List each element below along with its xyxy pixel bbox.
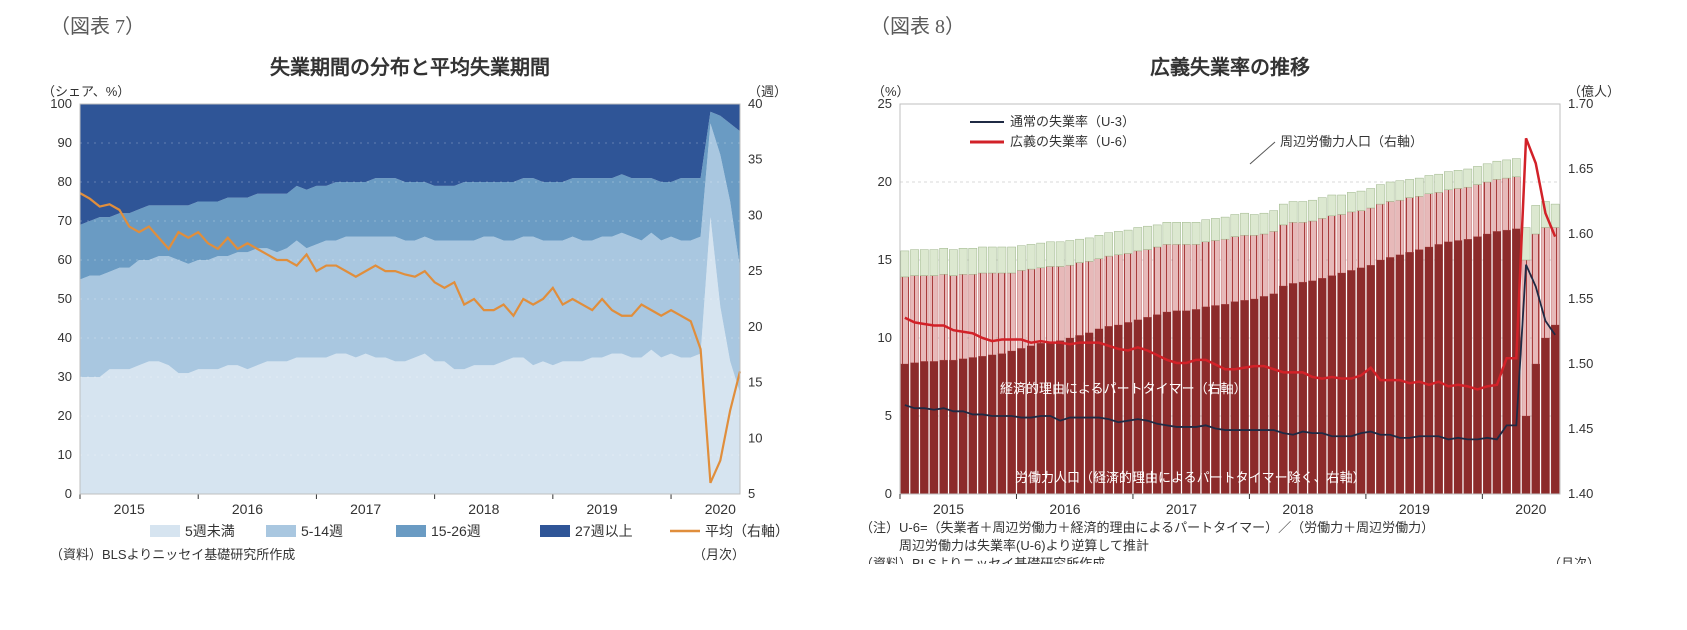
svg-text:2017: 2017 — [350, 501, 381, 517]
svg-text:15: 15 — [748, 375, 762, 390]
svg-text:2018: 2018 — [1282, 501, 1313, 517]
svg-text:15: 15 — [878, 252, 892, 267]
svg-text:27週以上: 27週以上 — [575, 523, 633, 539]
svg-text:90: 90 — [58, 135, 72, 150]
svg-text:2020: 2020 — [705, 501, 736, 517]
svg-text:（注）U-6=（失業者＋周辺労働力＋経済的理由によるパートタ: （注）U-6=（失業者＋周辺労働力＋経済的理由によるパートタイマー）／（労働力＋… — [860, 520, 1434, 535]
svg-text:0: 0 — [65, 486, 72, 501]
figure-7-svg: 失業期間の分布と平均失業期間（シェア、%）（週）0102030405060708… — [10, 44, 800, 564]
svg-text:40: 40 — [58, 330, 72, 345]
svg-text:25: 25 — [748, 263, 762, 278]
svg-text:0: 0 — [885, 486, 892, 501]
svg-text:1.65: 1.65 — [1568, 161, 1593, 176]
figure-7-chart: 失業期間の分布と平均失業期間（シェア、%）（週）0102030405060708… — [10, 44, 800, 564]
svg-text:失業期間の分布と平均失業期間: 失業期間の分布と平均失業期間 — [270, 55, 550, 79]
svg-text:70: 70 — [58, 213, 72, 228]
svg-text:2015: 2015 — [114, 501, 145, 517]
svg-text:50: 50 — [58, 291, 72, 306]
svg-text:1.60: 1.60 — [1568, 226, 1593, 241]
svg-text:60: 60 — [58, 252, 72, 267]
svg-text:2018: 2018 — [468, 501, 499, 517]
svg-text:5: 5 — [885, 408, 892, 423]
svg-text:10: 10 — [748, 430, 762, 445]
figure-8-svg: 広義失業率の推移（%）（億人）05101520251.401.451.501.5… — [830, 44, 1620, 564]
svg-text:2017: 2017 — [1166, 501, 1197, 517]
figure-7: （図表 7） 失業期間の分布と平均失業期間（シェア、%）（週）010203040… — [10, 10, 800, 564]
svg-text:周辺労働力人口（右軸）: 周辺労働力人口（右軸） — [1280, 134, 1423, 149]
svg-text:2015: 2015 — [933, 501, 964, 517]
svg-text:通常の失業率（U-3）: 通常の失業率（U-3） — [1010, 114, 1135, 129]
svg-text:周辺労働力は失業率(U-6)より逆算して推計: 周辺労働力は失業率(U-6)より逆算して推計 — [860, 538, 1149, 553]
svg-text:20: 20 — [58, 408, 72, 423]
svg-text:5-14週: 5-14週 — [301, 523, 343, 539]
svg-text:30: 30 — [748, 207, 762, 222]
svg-text:15-26週: 15-26週 — [431, 523, 481, 539]
figure-8-label: （図表 8） — [870, 10, 1620, 39]
svg-text:1.70: 1.70 — [1568, 96, 1593, 111]
svg-text:広義の失業率（U-6）: 広義の失業率（U-6） — [1010, 134, 1135, 149]
svg-text:2016: 2016 — [232, 501, 263, 517]
svg-text:10: 10 — [58, 447, 72, 462]
svg-text:平均（右軸）: 平均（右軸） — [705, 523, 789, 539]
svg-text:10: 10 — [878, 330, 892, 345]
svg-text:25: 25 — [878, 96, 892, 111]
svg-text:1.45: 1.45 — [1568, 421, 1593, 436]
svg-text:2019: 2019 — [1399, 501, 1430, 517]
svg-text:1.55: 1.55 — [1568, 291, 1593, 306]
svg-text:5: 5 — [748, 486, 755, 501]
svg-text:（資料）BLSよりニッセイ基礎研究所作成: （資料）BLSよりニッセイ基礎研究所作成 — [860, 556, 1105, 564]
svg-text:経済的理由によるパートタイマー（右軸）: 経済的理由によるパートタイマー（右軸） — [1000, 381, 1247, 396]
svg-text:（月次）: （月次） — [1548, 556, 1600, 564]
svg-text:20: 20 — [878, 174, 892, 189]
svg-text:100: 100 — [50, 96, 72, 111]
figure-8-chart: 広義失業率の推移（%）（億人）05101520251.401.451.501.5… — [830, 44, 1620, 564]
figures-container: （図表 7） 失業期間の分布と平均失業期間（シェア、%）（週）010203040… — [10, 10, 1677, 564]
figure-7-label: （図表 7） — [50, 10, 800, 39]
svg-text:2020: 2020 — [1515, 501, 1546, 517]
figure-8: （図表 8） 広義失業率の推移（%）（億人）05101520251.401.45… — [830, 10, 1620, 564]
svg-text:40: 40 — [748, 96, 762, 111]
svg-text:労働力人口（経済的理由によるパートタイマー除く、右軸）: 労働力人口（経済的理由によるパートタイマー除く、右軸） — [1015, 470, 1366, 485]
svg-text:5週未満: 5週未満 — [185, 523, 235, 539]
svg-text:30: 30 — [58, 369, 72, 384]
svg-text:（資料）BLSよりニッセイ基礎研究所作成: （資料）BLSよりニッセイ基礎研究所作成 — [50, 547, 295, 562]
svg-text:80: 80 — [58, 174, 72, 189]
svg-text:1.40: 1.40 — [1568, 486, 1593, 501]
svg-text:広義失業率の推移: 広義失業率の推移 — [1150, 55, 1310, 79]
svg-text:2016: 2016 — [1049, 501, 1080, 517]
svg-text:2019: 2019 — [587, 501, 618, 517]
svg-text:1.50: 1.50 — [1568, 356, 1593, 371]
svg-text:（月次）: （月次） — [693, 547, 745, 562]
svg-text:20: 20 — [748, 319, 762, 334]
svg-text:35: 35 — [748, 152, 762, 167]
